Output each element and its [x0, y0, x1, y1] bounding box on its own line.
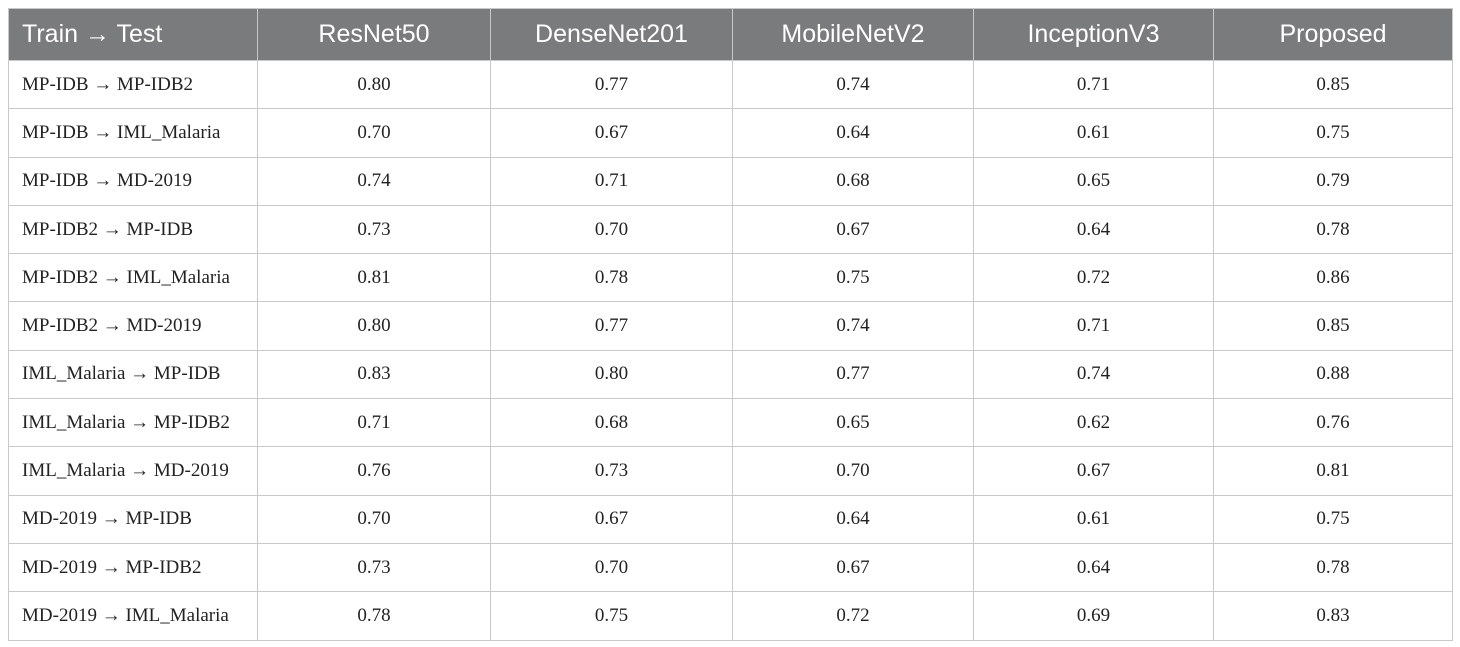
- resnet50-value: 0.78: [257, 591, 491, 641]
- resnet50-value: 0.70: [257, 494, 491, 544]
- proposed-value: 0.86: [1213, 253, 1453, 303]
- mobilenetv2-value: 0.77: [732, 349, 974, 400]
- header-resnet50: ResNet50: [257, 8, 491, 61]
- table-row: MP-IDB → IML_Malaria 0.70 0.67 0.64 0.61 0.75: [8, 108, 1453, 158]
- header-train-test: Train → Test: [8, 8, 258, 61]
- resnet50-value: 0.83: [257, 349, 491, 400]
- train-test-pair: MP-IDB2 → MP-IDB: [8, 204, 258, 255]
- inceptionv3-value: 0.74: [973, 349, 1214, 400]
- densenet201-value: 0.77: [490, 59, 733, 110]
- densenet201-value: 0.70: [490, 542, 733, 593]
- results-table-container: Train → Test ResNet50 DenseNet201 Mobile…: [8, 8, 1453, 641]
- header-mobilenetv2: MobileNetV2: [732, 8, 974, 61]
- proposed-value: 0.83: [1213, 591, 1453, 641]
- table-row: MP-IDB2 → MD-2019 0.80 0.77 0.74 0.71 0.85: [8, 301, 1453, 351]
- resnet50-value: 0.76: [257, 446, 491, 496]
- train-test-pair: MP-IDB2 → MD-2019: [8, 301, 258, 351]
- resnet50-value: 0.80: [257, 301, 491, 351]
- inceptionv3-value: 0.64: [973, 204, 1214, 255]
- proposed-value: 0.75: [1213, 494, 1453, 544]
- densenet201-value: 0.78: [490, 253, 733, 303]
- table-row: MP-IDB → MP-IDB2 0.80 0.77 0.74 0.71 0.85: [8, 59, 1453, 110]
- table-row: MD-2019 → IML_Malaria 0.78 0.75 0.72 0.69 0.8…: [8, 591, 1453, 641]
- mobilenetv2-value: 0.75: [732, 253, 974, 303]
- inceptionv3-value: 0.61: [973, 494, 1214, 544]
- train-test-pair: MP-IDB → MP-IDB2: [8, 59, 258, 110]
- header-inceptionv3: InceptionV3: [973, 8, 1214, 61]
- resnet50-value: 0.71: [257, 398, 491, 448]
- inceptionv3-value: 0.71: [973, 301, 1214, 351]
- table-row: IML_Malaria → MP-IDB2 0.71 0.68 0.65 0.62 0.7…: [8, 398, 1453, 448]
- header-proposed: Proposed: [1213, 8, 1453, 61]
- inceptionv3-value: 0.61: [973, 108, 1214, 158]
- train-test-pair: MD-2019 → MP-IDB2: [8, 542, 258, 593]
- proposed-value: 0.85: [1213, 301, 1453, 351]
- cross-dataset-results-table: Train → Test ResNet50 DenseNet201 Mobile…: [8, 8, 1453, 641]
- table-row: MD-2019 → MP-IDB2 0.73 0.70 0.67 0.64 0.78: [8, 542, 1453, 593]
- mobilenetv2-value: 0.67: [732, 204, 974, 255]
- resnet50-value: 0.74: [257, 156, 491, 206]
- table-row: MP-IDB2 → MP-IDB 0.73 0.70 0.67 0.64 0.78: [8, 204, 1453, 255]
- inceptionv3-value: 0.64: [973, 542, 1214, 593]
- proposed-value: 0.75: [1213, 108, 1453, 158]
- resnet50-value: 0.81: [257, 253, 491, 303]
- header-densenet201: DenseNet201: [490, 8, 733, 61]
- resnet50-value: 0.80: [257, 59, 491, 110]
- densenet201-value: 0.70: [490, 204, 733, 255]
- inceptionv3-value: 0.72: [973, 253, 1214, 303]
- densenet201-value: 0.71: [490, 156, 733, 206]
- mobilenetv2-value: 0.74: [732, 59, 974, 110]
- proposed-value: 0.81: [1213, 446, 1453, 496]
- inceptionv3-value: 0.71: [973, 59, 1214, 110]
- densenet201-value: 0.67: [490, 494, 733, 544]
- resnet50-value: 0.73: [257, 542, 491, 593]
- mobilenetv2-value: 0.65: [732, 398, 974, 448]
- resnet50-value: 0.73: [257, 204, 491, 255]
- inceptionv3-value: 0.69: [973, 591, 1214, 641]
- table-row: IML_Malaria → MD-2019 0.76 0.73 0.70 0.67 0.8…: [8, 446, 1453, 496]
- proposed-value: 0.78: [1213, 542, 1453, 593]
- train-test-pair: IML_Malaria → MD-2019: [8, 446, 258, 496]
- proposed-value: 0.85: [1213, 59, 1453, 110]
- train-test-pair: MP-IDB → MD-2019: [8, 156, 258, 206]
- mobilenetv2-value: 0.64: [732, 108, 974, 158]
- inceptionv3-value: 0.62: [973, 398, 1214, 448]
- densenet201-value: 0.68: [490, 398, 733, 448]
- table-row: MD-2019 → MP-IDB 0.70 0.67 0.64 0.61 0.75: [8, 494, 1453, 544]
- densenet201-value: 0.80: [490, 349, 733, 400]
- table-header: Train → Test ResNet50 DenseNet201 Mobile…: [8, 8, 1453, 61]
- inceptionv3-value: 0.65: [973, 156, 1214, 206]
- densenet201-value: 0.77: [490, 301, 733, 351]
- train-test-pair: IML_Malaria → MP-IDB: [8, 349, 258, 400]
- densenet201-value: 0.75: [490, 591, 733, 641]
- train-test-pair: MD-2019 → IML_Malaria: [8, 591, 258, 641]
- mobilenetv2-value: 0.64: [732, 494, 974, 544]
- mobilenetv2-value: 0.72: [732, 591, 974, 641]
- resnet50-value: 0.70: [257, 108, 491, 158]
- mobilenetv2-value: 0.70: [732, 446, 974, 496]
- train-test-pair: MP-IDB → IML_Malaria: [8, 108, 258, 158]
- proposed-value: 0.79: [1213, 156, 1453, 206]
- train-test-pair: MP-IDB2 → IML_Malaria: [8, 253, 258, 303]
- mobilenetv2-value: 0.68: [732, 156, 974, 206]
- proposed-value: 0.88: [1213, 349, 1453, 400]
- table-row: IML_Malaria → MP-IDB 0.83 0.80 0.77 0.74 0.88: [8, 349, 1453, 400]
- header-row: Train → Test ResNet50 DenseNet201 Mobile…: [8, 8, 1453, 61]
- densenet201-value: 0.73: [490, 446, 733, 496]
- proposed-value: 0.78: [1213, 204, 1453, 255]
- table-row: MP-IDB → MD-2019 0.74 0.71 0.68 0.65 0.79: [8, 156, 1453, 206]
- table-row: MP-IDB2 → IML_Malaria 0.81 0.78 0.75 0.72 0.8…: [8, 253, 1453, 303]
- mobilenetv2-value: 0.74: [732, 301, 974, 351]
- train-test-pair: MD-2019 → MP-IDB: [8, 494, 258, 544]
- densenet201-value: 0.67: [490, 108, 733, 158]
- table-body: MP-IDB → MP-IDB2 0.80 0.77 0.74 0.71 0.85 MP-I…: [8, 59, 1453, 641]
- mobilenetv2-value: 0.67: [732, 542, 974, 593]
- train-test-pair: IML_Malaria → MP-IDB2: [8, 398, 258, 448]
- proposed-value: 0.76: [1213, 398, 1453, 448]
- inceptionv3-value: 0.67: [973, 446, 1214, 496]
